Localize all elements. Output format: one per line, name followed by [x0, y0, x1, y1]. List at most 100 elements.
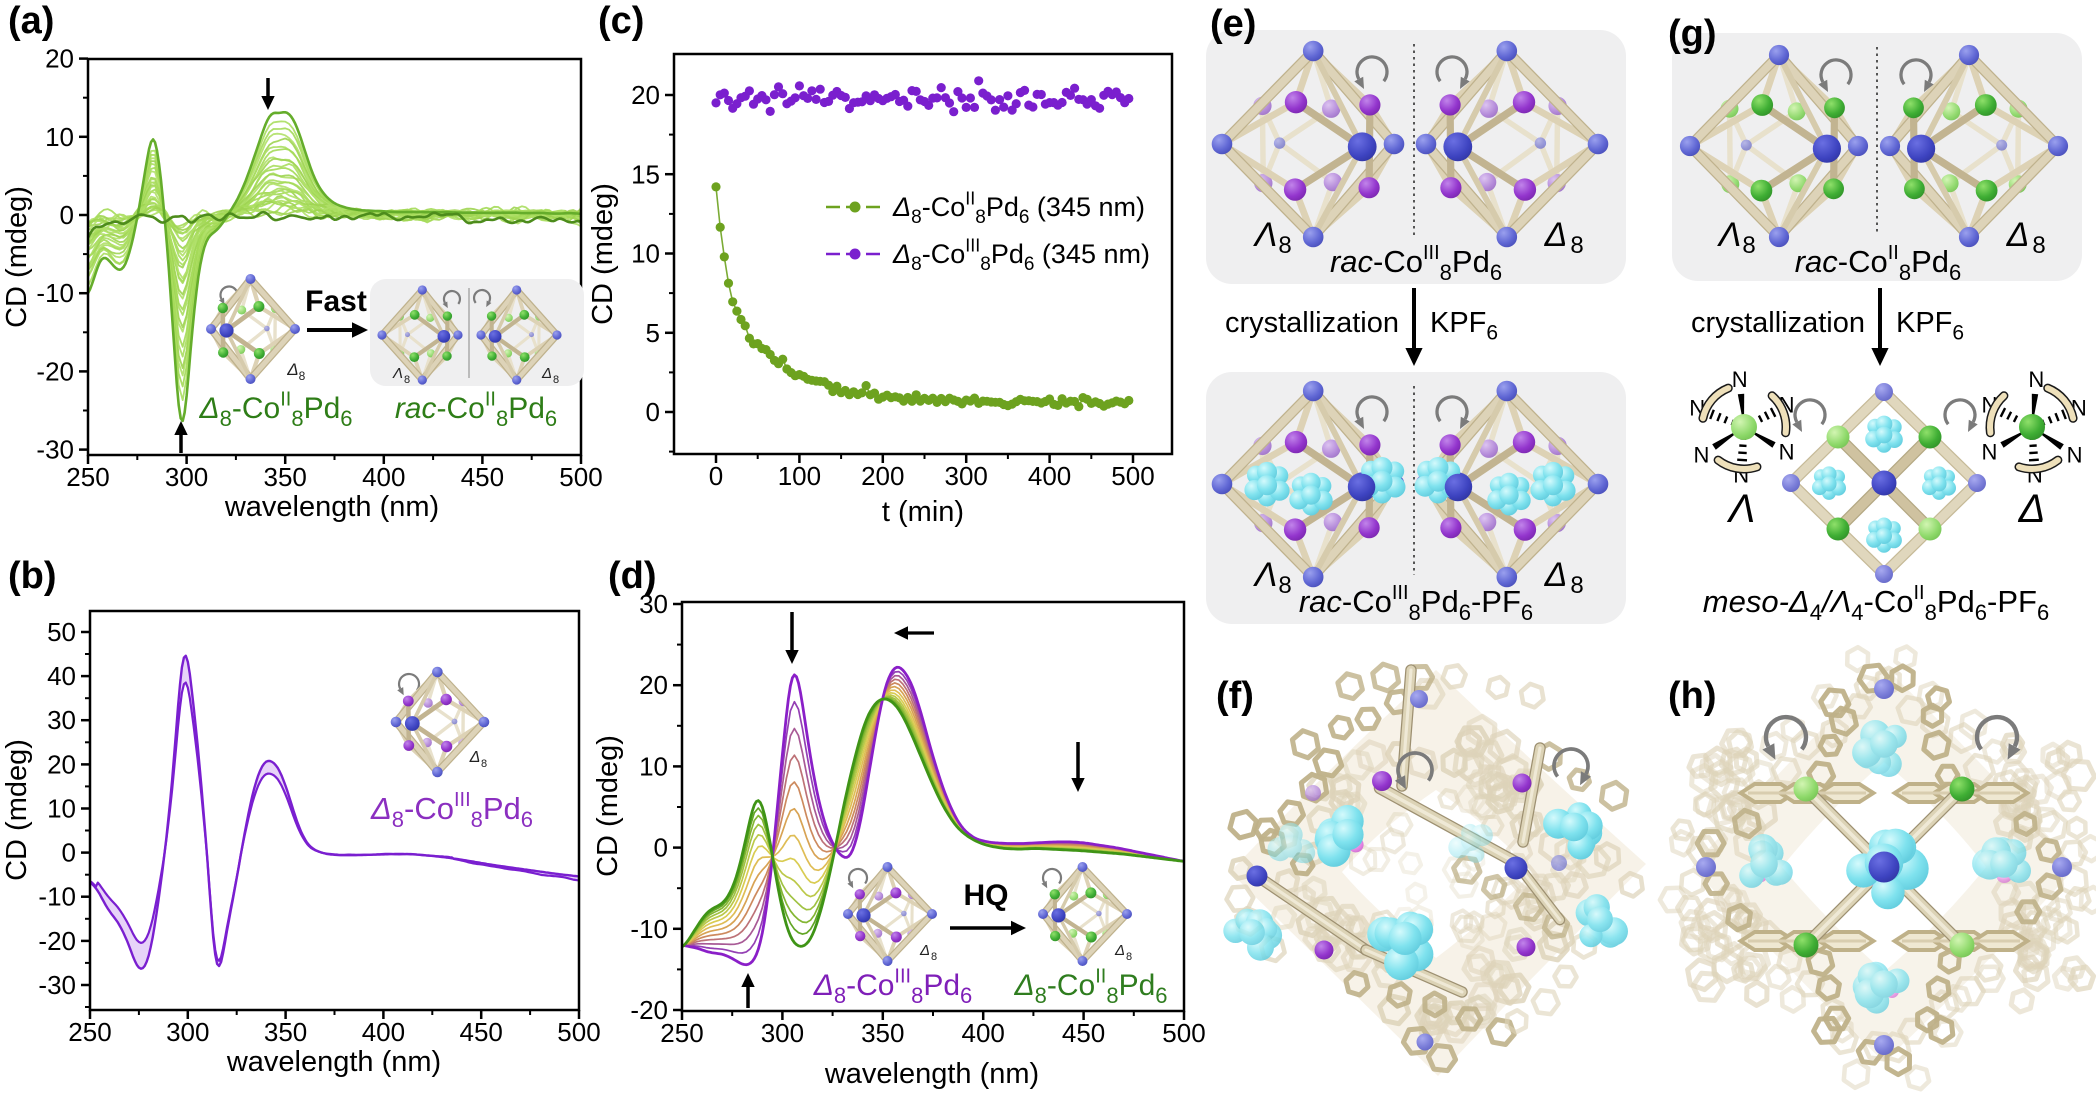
svg-text:500: 500	[557, 1017, 600, 1047]
svg-text:Λ: Λ	[1253, 556, 1278, 594]
svg-text:meso-Δ4/Λ4-CoII8Pd6-PF6: meso-Δ4/Λ4-CoII8Pd6-PF6	[1703, 582, 2049, 625]
svg-text:20: 20	[47, 749, 76, 779]
svg-text:8: 8	[299, 369, 306, 383]
svg-text:0: 0	[654, 833, 668, 863]
svg-text:8: 8	[1278, 232, 1291, 259]
svg-text:8: 8	[1126, 951, 1132, 963]
svg-text:10: 10	[639, 751, 668, 781]
svg-text:(b): (b)	[8, 555, 57, 597]
svg-text:0: 0	[709, 461, 723, 491]
svg-text:8: 8	[404, 374, 410, 386]
svg-text:N: N	[2028, 367, 2044, 392]
svg-text:10: 10	[631, 239, 660, 269]
svg-text:Λ: Λ	[392, 365, 403, 382]
svg-text:Δ: Δ	[919, 942, 930, 959]
svg-text:Δ: Δ	[1544, 556, 1568, 594]
svg-text:rac-CoIII8Pd6-PF6: rac-CoIII8Pd6-PF6	[1299, 582, 1533, 625]
svg-text:350: 350	[861, 1018, 904, 1048]
svg-text:8: 8	[553, 374, 559, 386]
svg-text:100: 100	[778, 461, 821, 491]
svg-text:CD (mdeg): CD (mdeg)	[587, 183, 619, 325]
svg-text:450: 450	[1062, 1018, 1105, 1048]
svg-text:crystallization: crystallization	[1691, 307, 1865, 339]
svg-text:(c): (c)	[598, 0, 644, 42]
svg-text:5: 5	[646, 318, 660, 348]
svg-text:Δ8-CoIII8Pd6: Δ8-CoIII8Pd6	[370, 789, 533, 832]
svg-text:20: 20	[631, 80, 660, 110]
svg-text:N: N	[1732, 367, 1748, 392]
svg-text:(d): (d)	[608, 555, 657, 597]
svg-text:500: 500	[559, 462, 602, 492]
svg-text:-30: -30	[36, 435, 74, 465]
svg-text:300: 300	[165, 462, 208, 492]
svg-text:N: N	[1981, 440, 1997, 465]
svg-text:Fast: Fast	[305, 285, 367, 318]
svg-text:20: 20	[639, 670, 668, 700]
svg-text:30: 30	[47, 705, 76, 735]
svg-text:-20: -20	[38, 926, 76, 956]
svg-text:Δ8-CoIII8Pd6 (345 nm): Δ8-CoIII8Pd6 (345 nm)	[892, 236, 1150, 275]
svg-text:250: 250	[660, 1018, 703, 1048]
svg-text:8: 8	[1742, 232, 1755, 259]
svg-text:(f): (f)	[1216, 675, 1254, 717]
svg-text:10: 10	[45, 122, 74, 152]
svg-text:400: 400	[1028, 461, 1071, 491]
svg-text:Δ: Δ	[1544, 216, 1568, 254]
svg-text:Δ8-CoII8Pd6: Δ8-CoII8Pd6	[198, 388, 352, 430]
svg-text:Δ: Δ	[286, 360, 298, 379]
svg-text:N: N	[2067, 442, 2083, 467]
svg-text:50: 50	[47, 617, 76, 647]
svg-text:N: N	[1693, 442, 1709, 467]
svg-text:450: 450	[460, 1017, 503, 1047]
svg-text:-20: -20	[630, 995, 668, 1025]
svg-text:300: 300	[166, 1017, 209, 1047]
svg-text:-10: -10	[38, 882, 76, 912]
svg-text:15: 15	[631, 159, 660, 189]
svg-text:0: 0	[62, 838, 76, 868]
svg-text:350: 350	[264, 1017, 307, 1047]
svg-text:300: 300	[945, 461, 988, 491]
svg-text:-30: -30	[38, 970, 76, 1000]
svg-text:Λ: Λ	[1717, 216, 1742, 254]
svg-text:wavelength (nm): wavelength (nm)	[224, 491, 439, 523]
svg-text:Δ8-CoII8Pd6 (345 nm): Δ8-CoII8Pd6 (345 nm)	[892, 189, 1145, 228]
svg-text:400: 400	[962, 1018, 1005, 1048]
svg-text:(e): (e)	[1210, 3, 1256, 45]
svg-text:8: 8	[1570, 572, 1583, 599]
svg-text:Λ: Λ	[1727, 487, 1756, 531]
svg-text:30: 30	[639, 589, 668, 619]
svg-text:Δ: Δ	[469, 749, 481, 766]
svg-text:-20: -20	[36, 356, 74, 386]
svg-text:0: 0	[60, 200, 74, 230]
svg-text:KPF6: KPF6	[1896, 307, 1964, 345]
svg-text:CD (mdeg): CD (mdeg)	[1, 186, 33, 328]
svg-text:-10: -10	[630, 914, 668, 944]
svg-text:Δ: Δ	[2018, 487, 2046, 531]
svg-text:(g): (g)	[1668, 13, 1717, 55]
svg-text:KPF6: KPF6	[1430, 307, 1498, 345]
svg-text:8: 8	[931, 951, 937, 963]
svg-text:t (min): t (min)	[882, 496, 964, 528]
svg-text:8: 8	[481, 758, 487, 770]
svg-text:Δ8-CoII8Pd6: Δ8-CoII8Pd6	[1013, 965, 1167, 1007]
svg-text:N: N	[1779, 440, 1795, 465]
svg-text:500: 500	[1162, 1018, 1205, 1048]
svg-text:250: 250	[66, 462, 109, 492]
svg-text:Δ8-CoIII8Pd6: Δ8-CoIII8Pd6	[813, 965, 973, 1007]
svg-text:20: 20	[45, 44, 74, 74]
svg-text:crystallization: crystallization	[1225, 307, 1399, 339]
svg-text:450: 450	[461, 462, 504, 492]
svg-text:Δ: Δ	[541, 365, 552, 382]
svg-text:(a): (a)	[8, 0, 54, 42]
svg-text:HQ: HQ	[964, 879, 1009, 912]
svg-text:Δ: Δ	[2006, 216, 2030, 254]
svg-text:0: 0	[646, 397, 660, 427]
svg-text:8: 8	[1570, 232, 1583, 259]
svg-text:8: 8	[2032, 232, 2045, 259]
svg-text:300: 300	[761, 1018, 804, 1048]
svg-text:(h): (h)	[1668, 675, 1717, 717]
svg-text:8: 8	[1278, 572, 1291, 599]
svg-text:400: 400	[362, 462, 405, 492]
svg-text:40: 40	[47, 661, 76, 691]
svg-text:CD (mdeg): CD (mdeg)	[592, 735, 624, 877]
